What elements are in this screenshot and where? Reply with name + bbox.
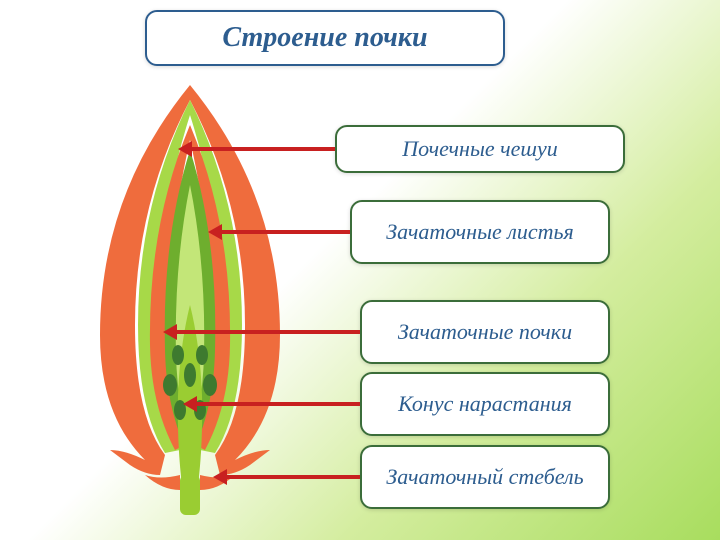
label-text-1: Зачаточные листья: [386, 219, 573, 244]
bud-node-2: [196, 345, 208, 365]
bud-node-5: [184, 363, 196, 387]
bud-illustration: [30, 55, 350, 525]
bud-node-3: [163, 374, 177, 396]
title-text: Строение почки: [222, 22, 427, 54]
diagram-container: Строение почки Почечные чешуиЗ: [0, 0, 720, 540]
label-text-3: Конус нарастания: [398, 391, 572, 416]
arrow-head-icon: [213, 469, 227, 485]
label-box-4: Зачаточный стебель: [360, 445, 610, 509]
label-text-4: Зачаточный стебель: [386, 464, 583, 489]
label-text-2: Зачаточные почки: [398, 319, 572, 344]
arrow-line-1: [220, 230, 350, 234]
label-box-0: Почечные чешуи: [335, 125, 625, 173]
arrow-line-3: [195, 402, 360, 406]
label-box-2: Зачаточные почки: [360, 300, 610, 364]
label-text-0: Почечные чешуи: [402, 136, 558, 161]
arrow-head-icon: [183, 396, 197, 412]
arrow-line-2: [175, 330, 360, 334]
stem-base: [180, 475, 200, 515]
arrow-line-4: [225, 475, 360, 479]
bud-node-1: [172, 345, 184, 365]
arrow-head-icon: [208, 224, 222, 240]
label-box-1: Зачаточные листья: [350, 200, 610, 264]
bud-node-4: [203, 374, 217, 396]
stem-flare-left: [145, 475, 180, 490]
arrow-head-icon: [178, 141, 192, 157]
label-box-3: Конус нарастания: [360, 372, 610, 436]
arrow-line-0: [190, 147, 335, 151]
arrow-head-icon: [163, 324, 177, 340]
